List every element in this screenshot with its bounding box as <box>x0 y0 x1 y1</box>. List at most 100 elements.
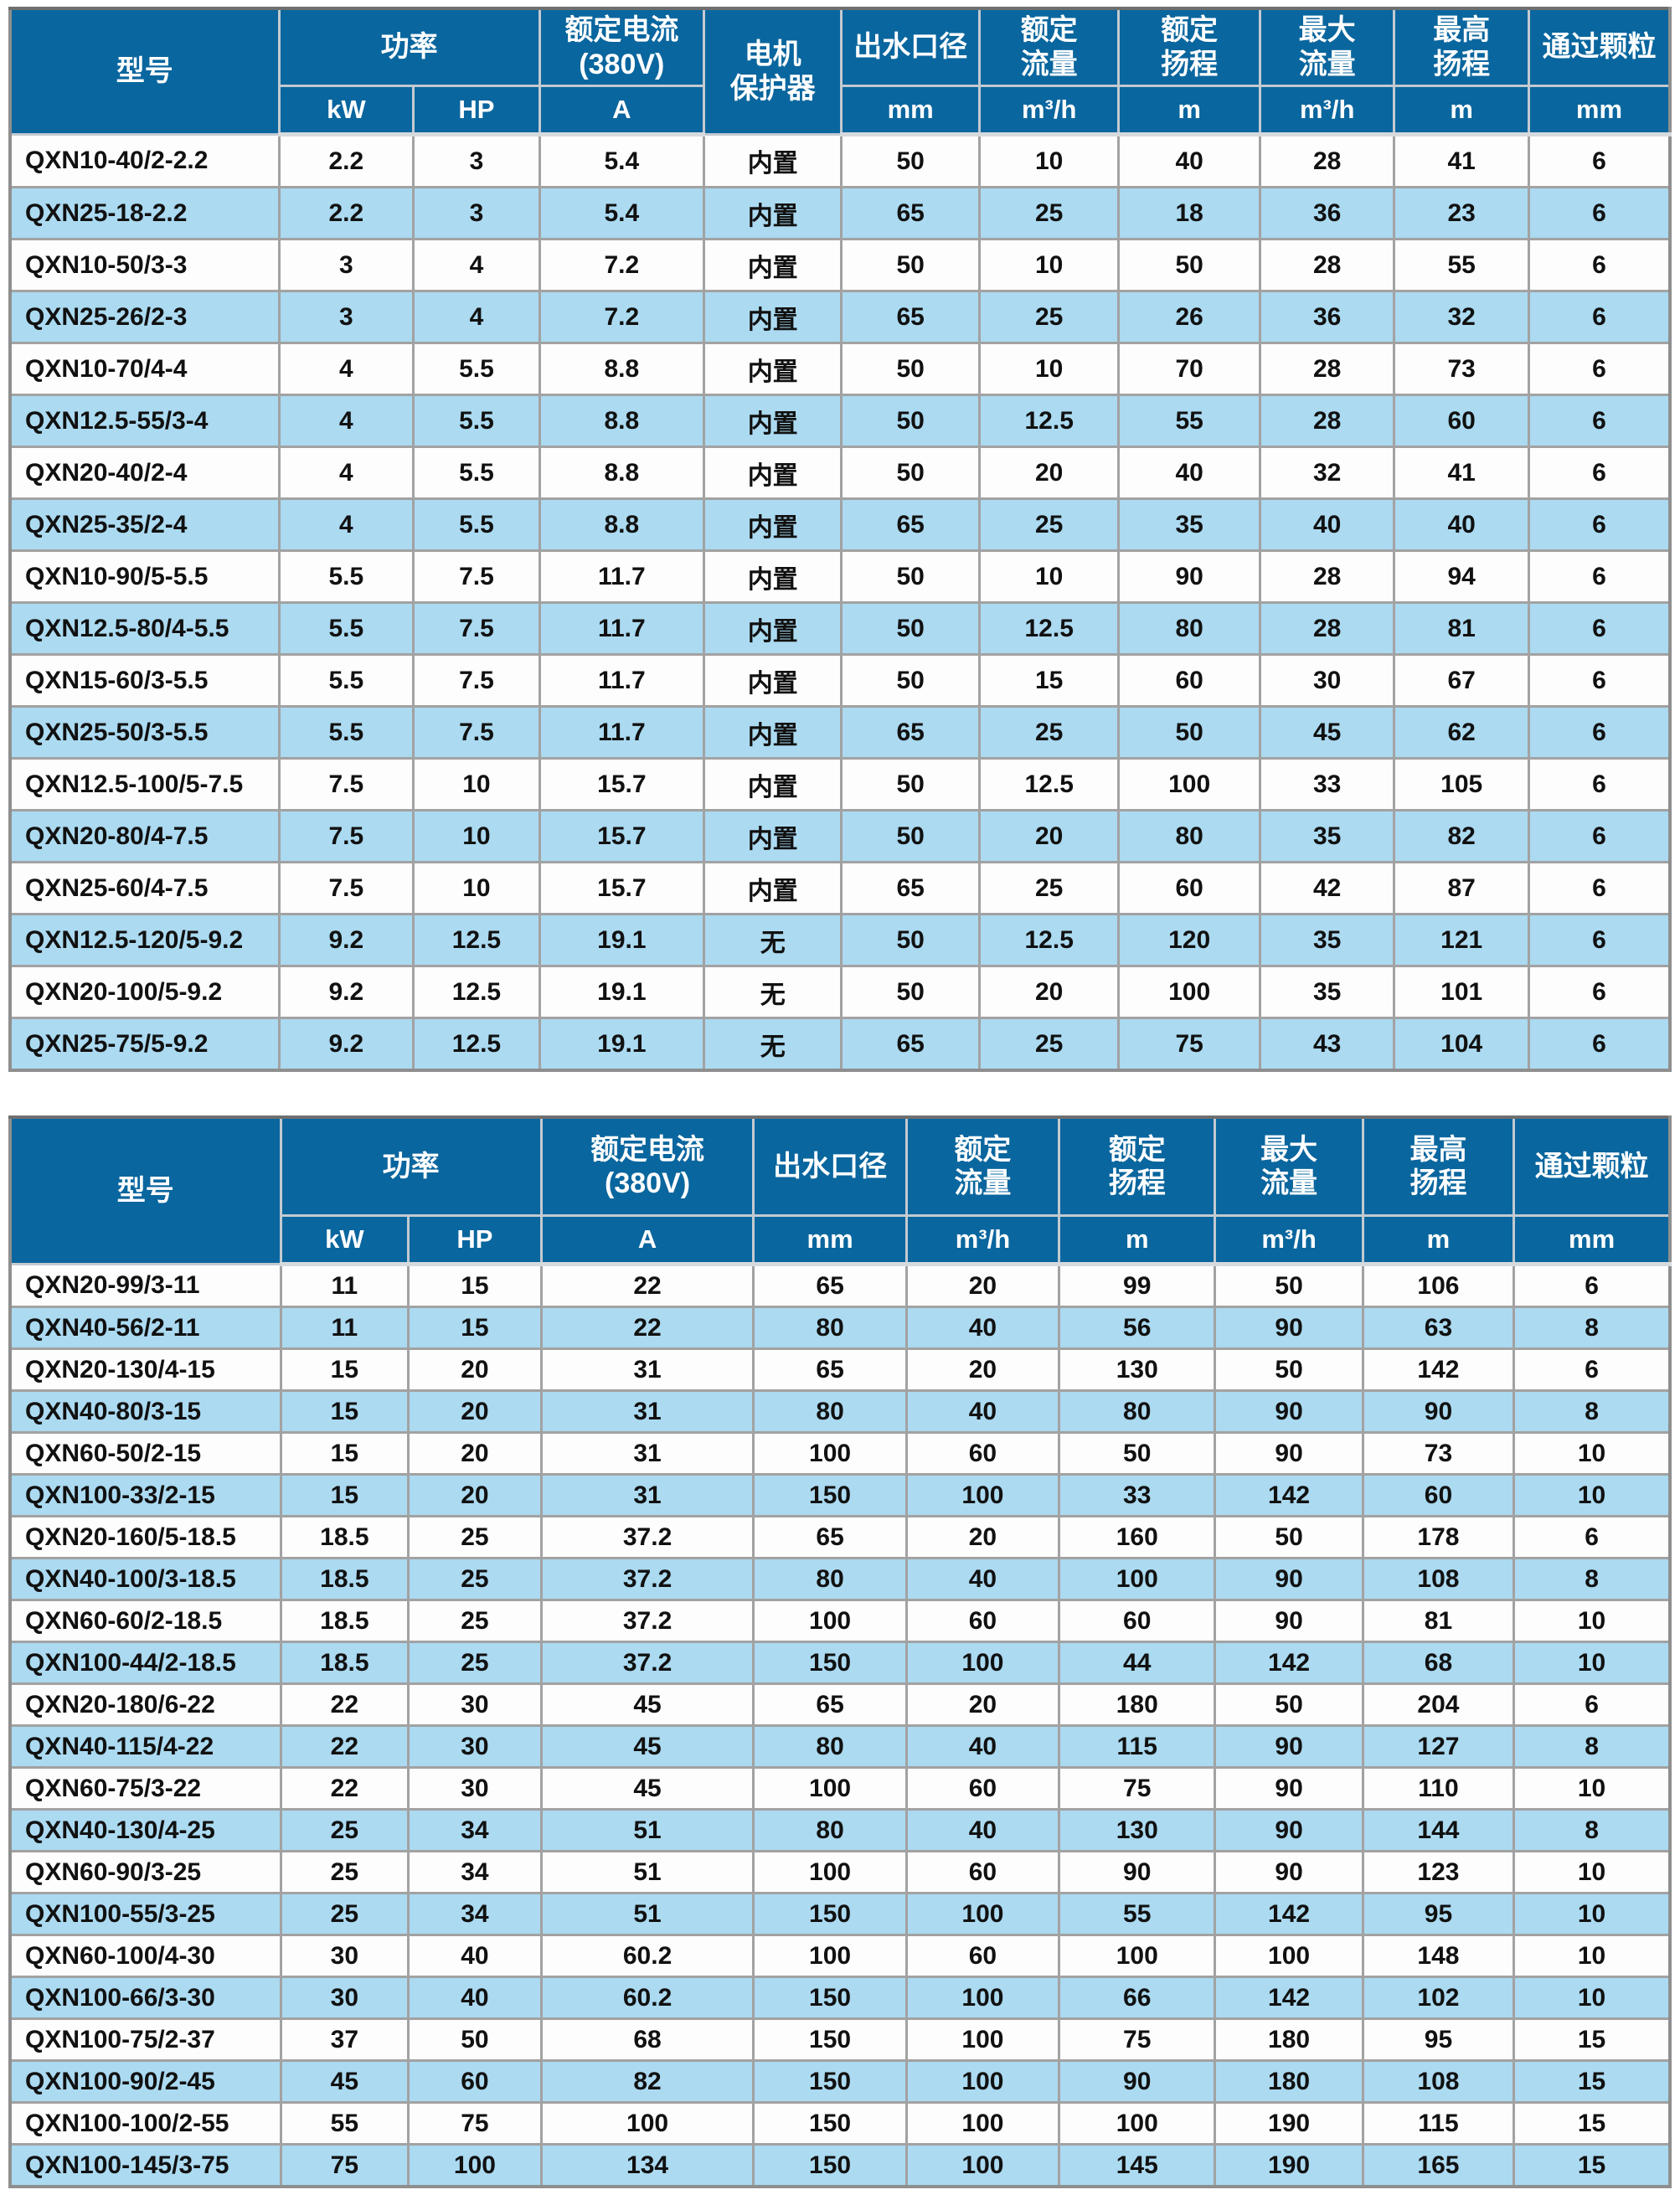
value-cell: 37 <box>279 2017 410 2062</box>
value-cell: 6 <box>1527 342 1672 396</box>
value-cell: 108 <box>1361 2059 1516 2104</box>
header-label: 通过颗粒 <box>1542 31 1657 64</box>
value-cell: 5.4 <box>538 186 705 240</box>
value-cell: 3 <box>412 186 541 240</box>
header-label: (380V) <box>605 1167 691 1199</box>
col-header-model: 型号 <box>8 1115 282 1265</box>
value-cell: 8.8 <box>538 446 705 500</box>
model-cell: QXN100-145/3-75 <box>8 2143 282 2188</box>
value-cell: 105 <box>1393 757 1530 811</box>
value-cell: 28 <box>1258 549 1396 604</box>
value-cell: 5.5 <box>277 705 415 760</box>
col-header-rated-head: 额定 扬程 <box>1117 7 1261 87</box>
value-cell: 11 <box>279 1263 410 1308</box>
value-cell: 130 <box>1058 1347 1217 1392</box>
value-cell: 150 <box>752 2059 908 2104</box>
value-cell: 106 <box>1361 1263 1516 1308</box>
header-row-units: kW HP A mm m³/h m m³/h m mm <box>10 1214 1672 1266</box>
value-cell: 15 <box>407 1263 543 1308</box>
value-cell: 28 <box>1258 394 1396 448</box>
value-cell: 75 <box>1117 1017 1261 1072</box>
model-cell: QXN100-44/2-18.5 <box>8 1641 282 1685</box>
value-cell: 144 <box>1361 1808 1516 1852</box>
value-cell: 42 <box>1258 861 1396 915</box>
value-cell: 65 <box>752 1347 908 1392</box>
value-cell: 180 <box>1214 2017 1364 2062</box>
value-cell: 15.7 <box>538 757 705 811</box>
value-cell: 6 <box>1527 913 1672 967</box>
model-cell: QXN12.5-100/5-7.5 <box>8 757 281 811</box>
header-label: 流量 <box>954 1167 1012 1199</box>
value-cell: 15 <box>279 1389 410 1434</box>
value-cell: 65 <box>752 1682 908 1727</box>
header-label: 功率 <box>380 31 438 64</box>
value-cell: 50 <box>407 2017 543 2062</box>
col-header-rated-head: 额定 扬程 <box>1058 1115 1217 1217</box>
value-cell: 82 <box>539 2059 755 2104</box>
value-cell: 50 <box>840 549 981 604</box>
table-row: QXN100-90/2-45 45 60 82 150 100 90 180 108 15 <box>8 2059 1672 2104</box>
value-cell: 33 <box>1058 1473 1217 1517</box>
table-row: QXN10-40/2-2.2 2.2 3 5.4 内置 50 10 40 28 41 6 <box>8 133 1672 188</box>
value-cell: 5.5 <box>412 497 541 552</box>
value-cell: 10 <box>1513 1850 1672 1894</box>
value-cell: 无 <box>702 965 843 1019</box>
col-header-outlet: 出水口径 <box>840 7 981 87</box>
unit-label: HP <box>458 94 495 124</box>
value-cell: 8 <box>1513 1724 1672 1769</box>
value-cell: 15 <box>1513 2059 1672 2104</box>
col-header-particle: 通过颗粒 <box>1527 7 1672 87</box>
value-cell: 90 <box>1361 1389 1516 1434</box>
value-cell: 2.2 <box>277 133 415 188</box>
value-cell: 35 <box>1117 497 1261 552</box>
value-cell: 75 <box>1058 2017 1217 2062</box>
value-cell: 6 <box>1527 809 1672 863</box>
value-cell: 90 <box>1214 1557 1364 1601</box>
col-header-motor-protector: 电机 保护器 <box>702 7 843 136</box>
value-cell: 150 <box>752 1976 908 2020</box>
table-row: QXN20-130/4-15 15 20 31 65 20 130 50 142 6 <box>8 1347 1672 1392</box>
model-cell: QXN20-180/6-22 <box>8 1682 282 1727</box>
value-cell: 22 <box>279 1682 410 1727</box>
model-cell: QXN25-50/3-5.5 <box>8 705 281 760</box>
table-row: QXN12.5-100/5-7.5 7.5 10 15.7 内置 50 12.5 100 33 1… <box>8 757 1672 811</box>
value-cell: 12.5 <box>412 1017 541 1072</box>
value-cell: 115 <box>1058 1724 1217 1769</box>
model-cell: QXN20-40/2-4 <box>8 446 281 500</box>
unit-maxflow-m3h: m³/h <box>1258 85 1396 137</box>
value-cell: 50 <box>840 394 981 448</box>
value-cell: 内置 <box>702 705 843 760</box>
value-cell: 60 <box>904 1431 1061 1476</box>
value-cell: 90 <box>1214 1724 1364 1769</box>
unit-maxhead-m: m <box>1361 1214 1516 1266</box>
value-cell: 10 <box>1513 1473 1672 1517</box>
value-cell: 51 <box>539 1850 755 1894</box>
value-cell: 6 <box>1513 1515 1672 1559</box>
header-label: 扬程 <box>1433 48 1491 80</box>
value-cell: 80 <box>1117 809 1261 863</box>
value-cell: 11.7 <box>538 705 705 760</box>
value-cell: 121 <box>1393 913 1530 967</box>
value-cell: 35 <box>1258 809 1396 863</box>
col-header-max-head: 最高 扬程 <box>1361 1115 1516 1217</box>
value-cell: 100 <box>904 1976 1061 2020</box>
col-header-particle: 通过颗粒 <box>1513 1115 1672 1217</box>
value-cell: 50 <box>1214 1682 1364 1727</box>
value-cell: 15.7 <box>538 809 705 863</box>
value-cell: 87 <box>1393 861 1530 915</box>
value-cell: 6 <box>1527 549 1672 604</box>
value-cell: 9.2 <box>277 913 415 967</box>
value-cell: 80 <box>1117 601 1261 656</box>
value-cell: 142 <box>1214 1641 1364 1685</box>
value-cell: 82 <box>1393 809 1530 863</box>
value-cell: 40 <box>407 1934 543 1978</box>
value-cell: 100 <box>752 1599 908 1643</box>
table-row: QXN25-26/2-3 3 4 7.2 内置 65 25 26 36 32 6 <box>8 290 1672 344</box>
value-cell: 80 <box>1058 1389 1217 1434</box>
value-cell: 150 <box>752 1892 908 1936</box>
value-cell: 5.4 <box>538 133 705 188</box>
value-cell: 80 <box>752 1389 908 1434</box>
value-cell: 50 <box>840 653 981 708</box>
value-cell: 90 <box>1117 549 1261 604</box>
value-cell: 25 <box>279 1808 410 1852</box>
